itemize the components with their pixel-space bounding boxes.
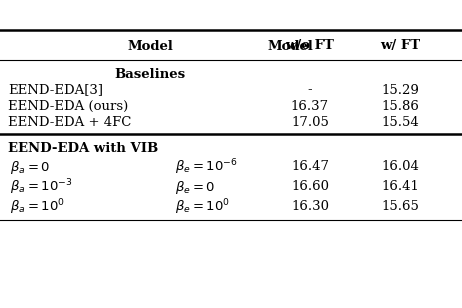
Text: 16.41: 16.41 [381, 180, 419, 193]
Text: Baselines: Baselines [115, 67, 186, 80]
Text: w/o FT: w/o FT [286, 39, 334, 52]
Text: 16.37: 16.37 [291, 99, 329, 112]
Text: 15.65: 15.65 [381, 201, 419, 213]
Text: $\beta_e = 10^{-6}$: $\beta_e = 10^{-6}$ [175, 157, 238, 177]
Text: 16.47: 16.47 [291, 160, 329, 173]
Text: EEND-EDA with VIB: EEND-EDA with VIB [8, 141, 158, 155]
Text: $\beta_a = 0$: $\beta_a = 0$ [10, 159, 50, 176]
Text: 17.05: 17.05 [291, 116, 329, 128]
Text: EEND-EDA + 4FC: EEND-EDA + 4FC [8, 116, 131, 128]
Text: -: - [308, 83, 312, 96]
Text: 15.86: 15.86 [381, 99, 419, 112]
Text: EEND-EDA (ours): EEND-EDA (ours) [8, 99, 128, 112]
Text: EEND-EDA[3]: EEND-EDA[3] [8, 83, 103, 96]
Text: 16.60: 16.60 [291, 180, 329, 193]
Text: w/ FT: w/ FT [380, 39, 420, 52]
Text: $\beta_a = 10^{0}$: $\beta_a = 10^{0}$ [10, 197, 65, 217]
Text: 16.04: 16.04 [381, 160, 419, 173]
Text: $\beta_e = 0$: $\beta_e = 0$ [175, 179, 215, 196]
Text: $\beta_a = 10^{-3}$: $\beta_a = 10^{-3}$ [10, 177, 73, 197]
Text: Model: Model [127, 39, 173, 52]
Text: 16.30: 16.30 [291, 201, 329, 213]
Text: Model: Model [267, 39, 313, 52]
Text: 15.29: 15.29 [381, 83, 419, 96]
Text: $\beta_e = 10^{0}$: $\beta_e = 10^{0}$ [175, 197, 230, 217]
Text: 15.54: 15.54 [381, 116, 419, 128]
